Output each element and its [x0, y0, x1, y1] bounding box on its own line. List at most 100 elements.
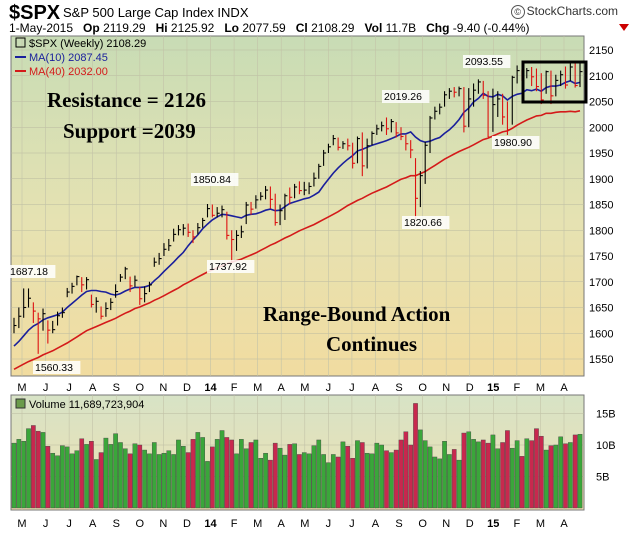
price-axis: 1550 1600 1650 1700 1750 1800 1850 1900 1950 2000…: [589, 45, 613, 366]
volume-bar: [60, 445, 65, 509]
volume-bar: [69, 453, 75, 509]
volume-bar: [538, 435, 544, 509]
volume-bar: [316, 439, 322, 509]
month-label: F: [231, 518, 238, 530]
price-tick-label: 2050: [589, 97, 613, 109]
volume-bar: [350, 458, 355, 509]
price-label-bg: [463, 55, 511, 68]
ma40-line: [13, 110, 581, 371]
volume-legend: Volume 11,689,723,904: [15, 398, 144, 411]
index-subtitle: S&P 500 Large Cap Index INDX: [63, 5, 249, 20]
volume-bar: [11, 442, 17, 509]
vol-value: 11.7B: [385, 21, 417, 35]
month-label: S: [395, 382, 402, 394]
brand-text: StockCharts.com: [526, 4, 618, 18]
volume-bar: [195, 432, 201, 509]
volume-bar: [447, 454, 452, 509]
volume-bar: [326, 462, 331, 509]
volume-bar: [268, 459, 273, 509]
volume-bar: [418, 429, 423, 509]
month-label: N: [442, 518, 450, 530]
month-label: M: [253, 518, 262, 530]
month-label: A: [89, 518, 97, 530]
volume-bar: [35, 430, 41, 509]
volume-bar: [456, 459, 462, 509]
price-tick-label: 1550: [589, 354, 613, 366]
month-label: O: [418, 518, 427, 530]
stockcharts-brand[interactable]: © StockCharts.com: [510, 4, 618, 19]
volume-bar: [224, 437, 230, 509]
month-label: F: [231, 382, 238, 394]
volume-bar: [79, 438, 85, 509]
volume-bar: [74, 450, 80, 509]
price-tick-label: 2000: [589, 122, 613, 134]
volume-bar: [156, 454, 162, 509]
month-label: J: [326, 518, 332, 530]
volume-bar: [166, 450, 172, 509]
volume-bar: [432, 456, 438, 509]
volume-bar: [118, 442, 123, 509]
volume-bar: [147, 453, 152, 509]
volume-bar: [563, 443, 568, 509]
volume-bar: [451, 449, 457, 509]
volume-bar: [176, 439, 181, 509]
price-tick-label: 2100: [589, 71, 613, 83]
price-label-bg: [8, 265, 56, 278]
volume-bar: [369, 453, 375, 509]
volume-bars: [11, 403, 583, 509]
volume-tick-label: 10B: [596, 440, 616, 452]
copyright-icon: ©: [510, 5, 525, 19]
price-tick-label: 1700: [589, 277, 613, 289]
chg-value: -9.40 (-0.44%): [452, 21, 530, 35]
volume-bar: [524, 438, 530, 509]
chart-header: $SPX S&P 500 Large Cap Index INDX 1-May-…: [0, 0, 632, 35]
volume-bar: [277, 447, 283, 509]
volume-bar: [137, 444, 143, 509]
volume-bar: [210, 446, 215, 509]
legend-ma40: MA(40) 2032.00: [29, 66, 108, 78]
support-annotation: Support =2039: [63, 119, 196, 143]
volume-bar: [122, 448, 128, 509]
volume-bar: [335, 456, 341, 509]
month-label: A: [372, 382, 380, 394]
volume-bar: [26, 428, 31, 509]
volume-bar: [466, 431, 472, 509]
volume-bar: [519, 456, 525, 509]
month-label: M: [536, 382, 545, 394]
price-label-bg: [191, 173, 239, 186]
price-label: 1560.33: [35, 362, 73, 374]
month-label: F: [514, 382, 521, 394]
volume-bar: [359, 442, 365, 509]
price-label: 1687.18: [10, 266, 48, 278]
price-tick-label: 1900: [589, 174, 613, 186]
ma40-series: [13, 110, 581, 371]
volume-bar: [490, 434, 496, 509]
volume-bar: [408, 444, 414, 509]
legend-price-swatch: [15, 37, 26, 48]
price-label: 1820.66: [404, 217, 442, 229]
volume-bar: [514, 440, 520, 509]
legend-volume: Volume 11,689,723,904: [29, 399, 144, 411]
month-label: 15: [487, 382, 499, 394]
month-label: S: [113, 382, 120, 394]
price-annotations: 1687.18 1560.33 1850.84 1737.92 2019.26 1820.…: [8, 55, 540, 374]
volume-bar: [132, 443, 138, 509]
volume-bar: [442, 441, 447, 509]
month-label: A: [560, 382, 568, 394]
chg-label: Chg: [426, 21, 450, 35]
month-label: M: [17, 518, 26, 530]
month-label: A: [278, 382, 286, 394]
volume-bar: [239, 439, 244, 509]
symbol-title: $SPX: [9, 2, 61, 24]
volume-bar: [45, 446, 51, 509]
volume-tick-label: 15B: [596, 409, 616, 421]
volume-bar: [31, 425, 36, 509]
volume-bar: [287, 444, 293, 509]
month-label: S: [113, 518, 120, 530]
price-tick-label: 1950: [589, 148, 613, 160]
volume-bar: [553, 444, 559, 509]
volume-bar: [345, 446, 351, 509]
month-label: J: [326, 382, 332, 394]
volume-bar: [234, 453, 239, 509]
price-label: 1980.90: [494, 137, 532, 149]
